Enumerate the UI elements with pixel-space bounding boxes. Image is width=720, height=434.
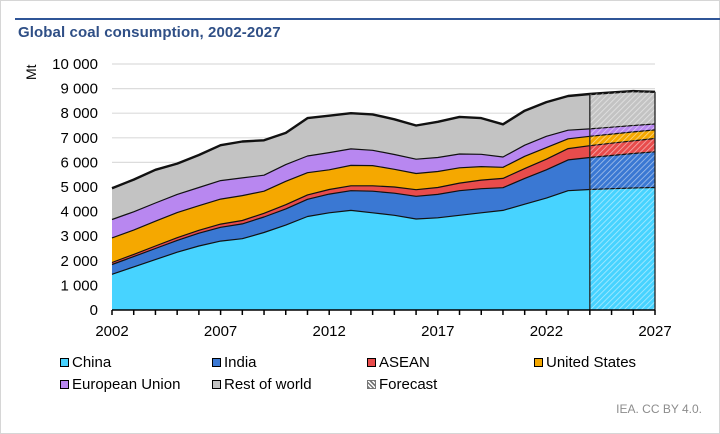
legend-label: ASEAN: [379, 354, 430, 371]
area-rest-of-world: [112, 91, 655, 220]
legend-label: United States: [546, 354, 637, 371]
legend-swatch: [60, 380, 69, 389]
y-tick-labels: 0 1 000 2 000 3 000 4 000 5 000 6 000 7 000 8 00…: [52, 56, 98, 319]
legend-item-united-states: United States: [534, 354, 636, 371]
legend-item-asean: ASEAN: [367, 354, 430, 371]
legend-swatch: [60, 358, 69, 367]
stacked-areas: [111, 89, 656, 310]
y-tick-label: 8 000: [60, 105, 98, 122]
y-tick-label: 10 000: [52, 56, 98, 73]
y-tick-label: 7 000: [60, 130, 98, 147]
y-tick-label: 5 000: [60, 179, 98, 196]
area-china: [112, 187, 655, 310]
legend-swatch: [212, 358, 221, 367]
x-tick-label: 2012: [313, 323, 346, 340]
y-tick-label: 0: [90, 302, 98, 319]
y-tick-label: 9 000: [60, 81, 98, 98]
y-tick-label: 6 000: [60, 154, 98, 171]
series-boundary-line: [111, 137, 656, 264]
area-european-union: [112, 124, 655, 238]
legend-item-india: India: [212, 354, 257, 371]
legend-swatch: [367, 358, 376, 367]
series-boundary-line: [111, 151, 656, 266]
x-tick-label: 2022: [530, 323, 563, 340]
x-tick-label: 2027: [638, 323, 671, 340]
source-credit: IEA. CC BY 4.0.: [616, 402, 702, 416]
x-tick-label: 2007: [204, 323, 237, 340]
x-tick-label: 2017: [421, 323, 454, 340]
total-line: [111, 89, 656, 190]
legend-label: European Union: [72, 376, 181, 393]
legend: China India ASEAN United States European Uni…: [60, 354, 700, 398]
x-tick-label: 2002: [95, 323, 128, 340]
title-rule: [15, 18, 720, 20]
area-united-states: [112, 129, 655, 263]
forecast-overlay: [589, 91, 656, 310]
legend-swatch: [534, 358, 543, 367]
axes: [111, 309, 656, 315]
y-tick-label: 4 000: [60, 204, 98, 221]
legend-swatch: [212, 380, 221, 389]
legend-swatch: [367, 380, 376, 389]
series-boundary-line: [111, 123, 656, 221]
chart-title: Global coal consumption, 2002-2027: [18, 24, 281, 41]
x-tick-labels: 2002 2007 2012 2017 2022 2027: [95, 323, 671, 340]
series-boundary-line: [111, 186, 656, 275]
legend-item-china: China: [60, 354, 111, 371]
series-boundary-line: [111, 129, 656, 239]
y-axis-label: Mt: [23, 64, 39, 80]
legend-label: China: [72, 354, 112, 371]
y-tick-label: 2 000: [60, 253, 98, 270]
legend-label: Forecast: [379, 376, 438, 393]
legend-item-european-union: European Union: [60, 376, 180, 393]
legend-label: India: [224, 354, 257, 371]
legend-item-forecast: Forecast: [367, 376, 437, 393]
legend-label: Rest of world: [224, 376, 312, 393]
area-india: [112, 151, 655, 275]
legend-item-rest-of-world: Rest of world: [212, 376, 312, 393]
y-tick-label: 3 000: [60, 228, 98, 245]
forecast-hatch: [589, 91, 655, 310]
y-tick-label: 1 000: [60, 277, 98, 294]
